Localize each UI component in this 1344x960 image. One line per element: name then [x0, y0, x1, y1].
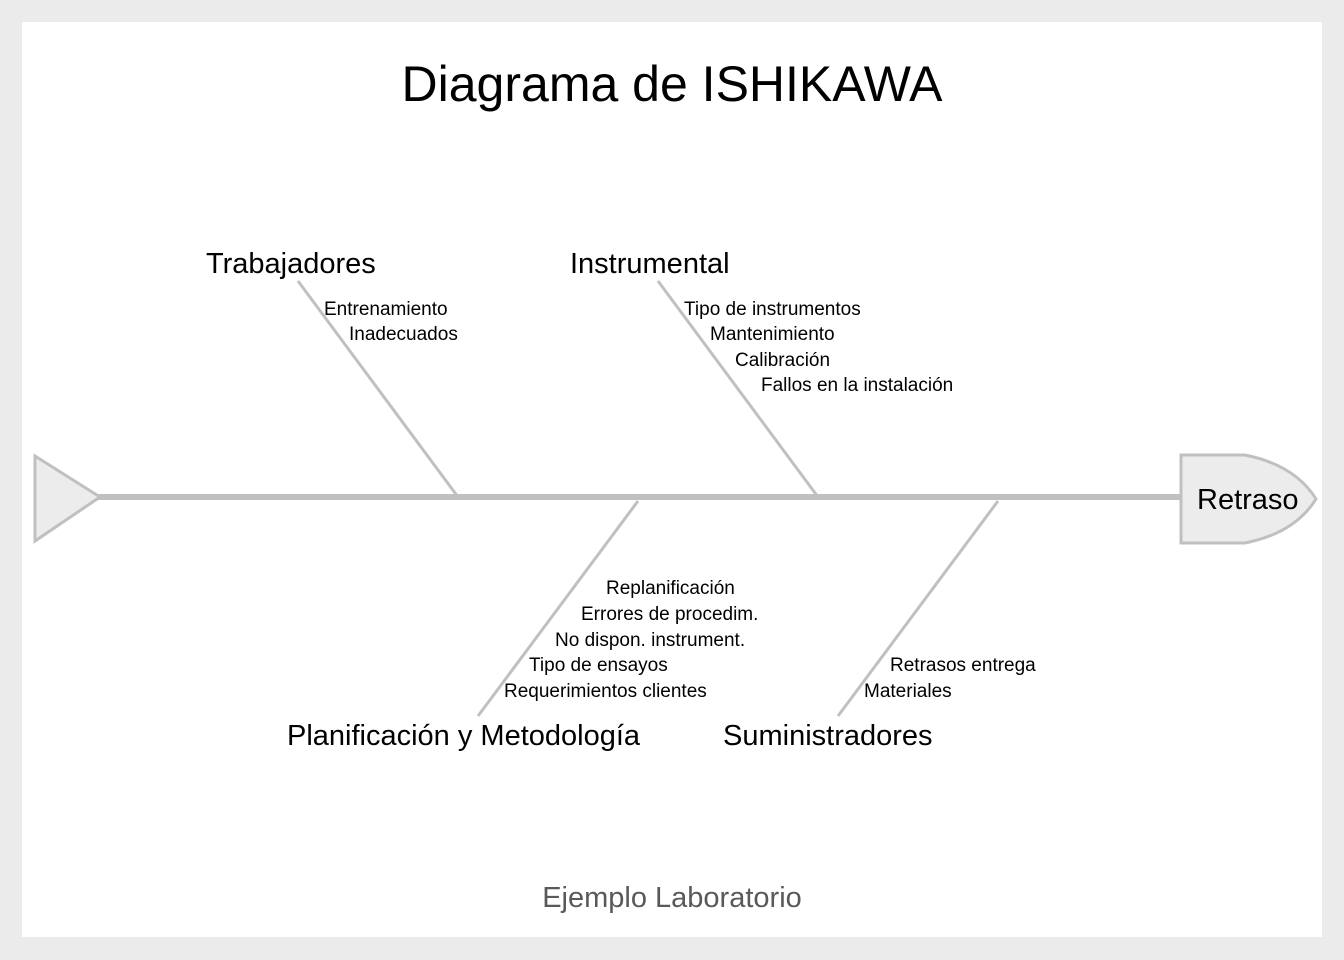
- category-planificacion-metodologia: Planificación y Metodología: [287, 720, 641, 752]
- bone-trabajadores: [296, 280, 460, 498]
- cause-entrenamiento: Entrenamiento: [324, 299, 448, 320]
- effect-label: Retraso: [1197, 484, 1299, 516]
- cause-calibracion: Calibración: [735, 350, 831, 371]
- bone-instrumental: [656, 280, 820, 498]
- cause-requerimientos-clientes: Requerimientos clientes: [504, 681, 707, 702]
- diagram-title: Diagrama de ISHIKAWA: [401, 56, 943, 112]
- head-shape: [1179, 453, 1318, 545]
- cause-inadecuados: Inadecuados: [349, 324, 458, 345]
- cause-materiales: Materiales: [864, 681, 952, 702]
- cause-errores-procedim: Errores de procedim.: [581, 604, 759, 625]
- diagram-canvas: [22, 22, 1322, 937]
- bone-planificacion: [476, 500, 640, 717]
- tail-shape: [33, 453, 103, 544]
- cause-replanificacion: Replanificación: [606, 578, 735, 599]
- cause-tipo-ensayos: Tipo de ensayos: [529, 655, 668, 676]
- diagram-footer: Ejemplo Laboratorio: [542, 882, 802, 914]
- cause-fallos-instalacion: Fallos en la instalación: [761, 375, 954, 396]
- cause-retrasos-entrega: Retrasos entrega: [890, 655, 1036, 676]
- cause-no-dispon-instrument: No dispon. instrument.: [555, 630, 746, 651]
- category-suministradores: Suministradores: [723, 720, 933, 752]
- category-instrumental: Instrumental: [570, 248, 730, 280]
- cause-tipo-instrumentos: Tipo de instrumentos: [684, 299, 861, 320]
- category-trabajadores: Trabajadores: [206, 248, 376, 280]
- bone-suministradores: [836, 500, 1000, 717]
- cause-mantenimiento: Mantenimiento: [710, 324, 835, 345]
